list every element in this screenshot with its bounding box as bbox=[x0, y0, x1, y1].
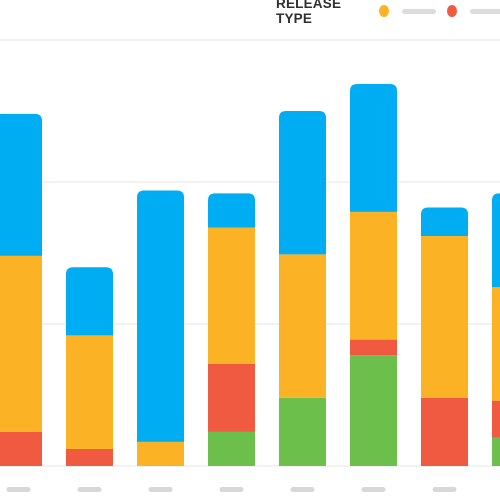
bar-segment bbox=[350, 355, 397, 466]
x-tick-label-placeholder bbox=[432, 487, 457, 492]
bar-segment bbox=[350, 211, 397, 340]
bar-segment bbox=[66, 448, 113, 466]
bar-segment bbox=[208, 193, 255, 228]
legend-swatch-orange bbox=[379, 5, 390, 17]
bar-segment bbox=[421, 235, 468, 398]
legend-label-placeholder bbox=[402, 8, 437, 14]
bar-segment bbox=[208, 431, 255, 466]
bar-segment bbox=[137, 190, 184, 442]
bar-segment bbox=[350, 84, 397, 212]
legend-title: RELEASE TYPE bbox=[276, 0, 342, 26]
bar-segment bbox=[208, 363, 255, 432]
x-tick-label-placeholder bbox=[148, 487, 173, 492]
x-tick-label-placeholder bbox=[219, 487, 244, 492]
bar-segment bbox=[137, 441, 184, 466]
x-tick-label-placeholder bbox=[77, 487, 102, 492]
bar-segment bbox=[66, 267, 113, 336]
bar-segment bbox=[0, 255, 42, 432]
bar-segment bbox=[208, 227, 255, 364]
bar-segment bbox=[492, 400, 500, 438]
bar-segment bbox=[421, 207, 468, 236]
bar-segment bbox=[279, 111, 326, 255]
x-tick-label-placeholder bbox=[361, 487, 386, 492]
bar-segment bbox=[279, 397, 326, 466]
bar-segment bbox=[350, 339, 397, 356]
x-tick-label-placeholder bbox=[290, 487, 315, 492]
x-tick-label-placeholder bbox=[6, 487, 31, 492]
bar-segment bbox=[492, 287, 500, 401]
legend-swatch-red bbox=[447, 5, 458, 17]
bar-segment bbox=[0, 431, 42, 466]
bar-segment bbox=[66, 335, 113, 449]
legend: RELEASE TYPE bbox=[276, 0, 500, 26]
bar-segment bbox=[279, 254, 326, 398]
bar-segment bbox=[0, 113, 42, 256]
bar-segment bbox=[492, 193, 500, 288]
bar-segment bbox=[492, 437, 500, 466]
bar-segment bbox=[421, 397, 468, 466]
legend-label-placeholder bbox=[470, 8, 500, 14]
